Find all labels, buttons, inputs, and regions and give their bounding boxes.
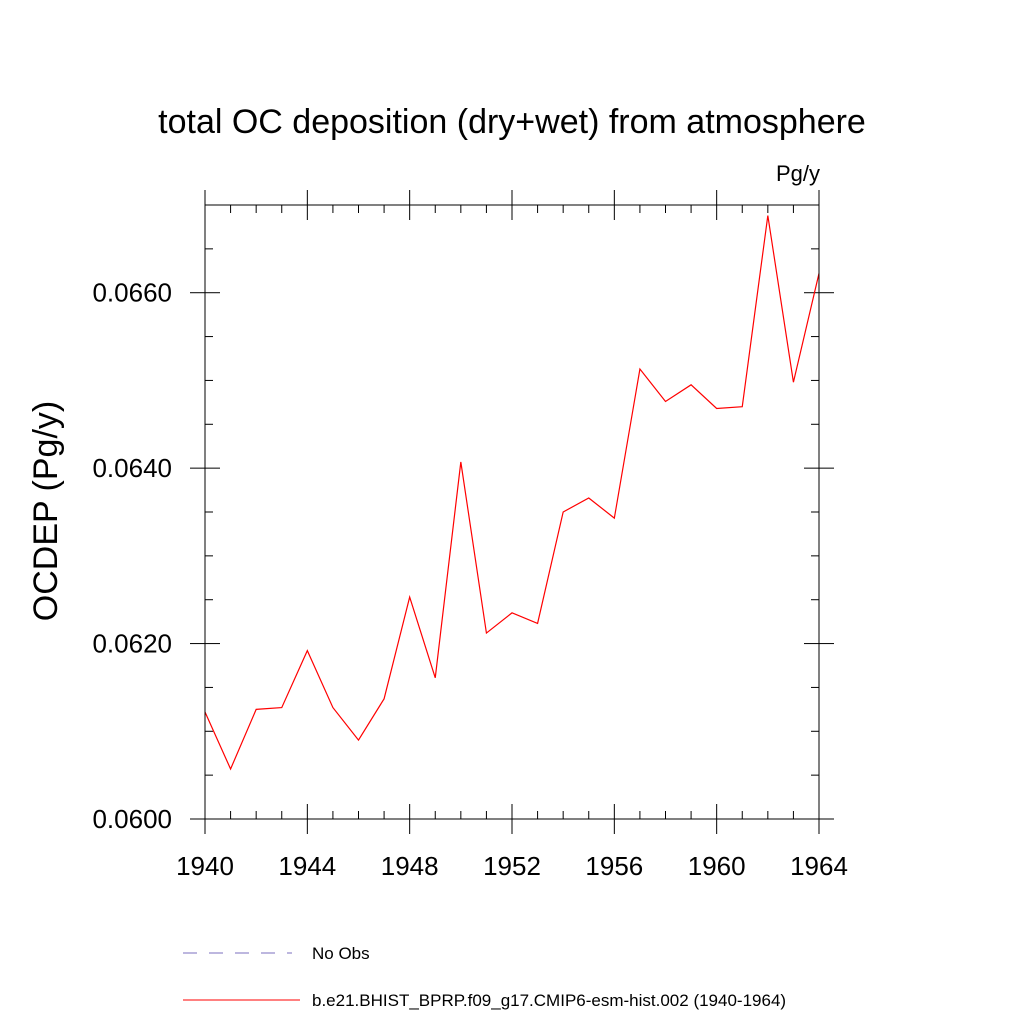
y-tick-label: 0.0660 (92, 278, 172, 308)
legend-label-no-obs: No Obs (312, 944, 370, 963)
x-tick-label: 1964 (790, 851, 848, 881)
x-tick-label: 1948 (381, 851, 439, 881)
series-line-0 (204, 215, 820, 771)
chart-title: total OC deposition (dry+wet) from atmos… (158, 103, 866, 141)
x-tick-label: 1944 (278, 851, 336, 881)
y-tick-label: 0.0640 (92, 453, 172, 483)
y-axis-label: OCDEP (Pg/y) (27, 401, 65, 621)
x-tick-label: 1952 (483, 851, 541, 881)
y-tick-label: 0.0600 (92, 804, 172, 834)
x-tick-label: 1940 (176, 851, 234, 881)
y-tick-label: 0.0620 (92, 629, 172, 659)
x-tick-label: 1960 (688, 851, 746, 881)
series-layer (204, 215, 820, 771)
axis-ticks: 1940 1944 1948 1952 1956 1960 1964 0.0600 0.0620… (92, 190, 848, 881)
plot-frame (204, 204, 820, 820)
legend-label-simulation: b.e21.BHIST_BPRP.f09_g17.CMIP6-esm-hist.… (312, 991, 786, 1010)
legend: No Obs b.e21.BHIST_BPRP.f09_g17.CMIP6-es… (183, 944, 786, 1010)
units-label: Pg/y (776, 161, 820, 186)
x-tick-label: 1956 (585, 851, 643, 881)
